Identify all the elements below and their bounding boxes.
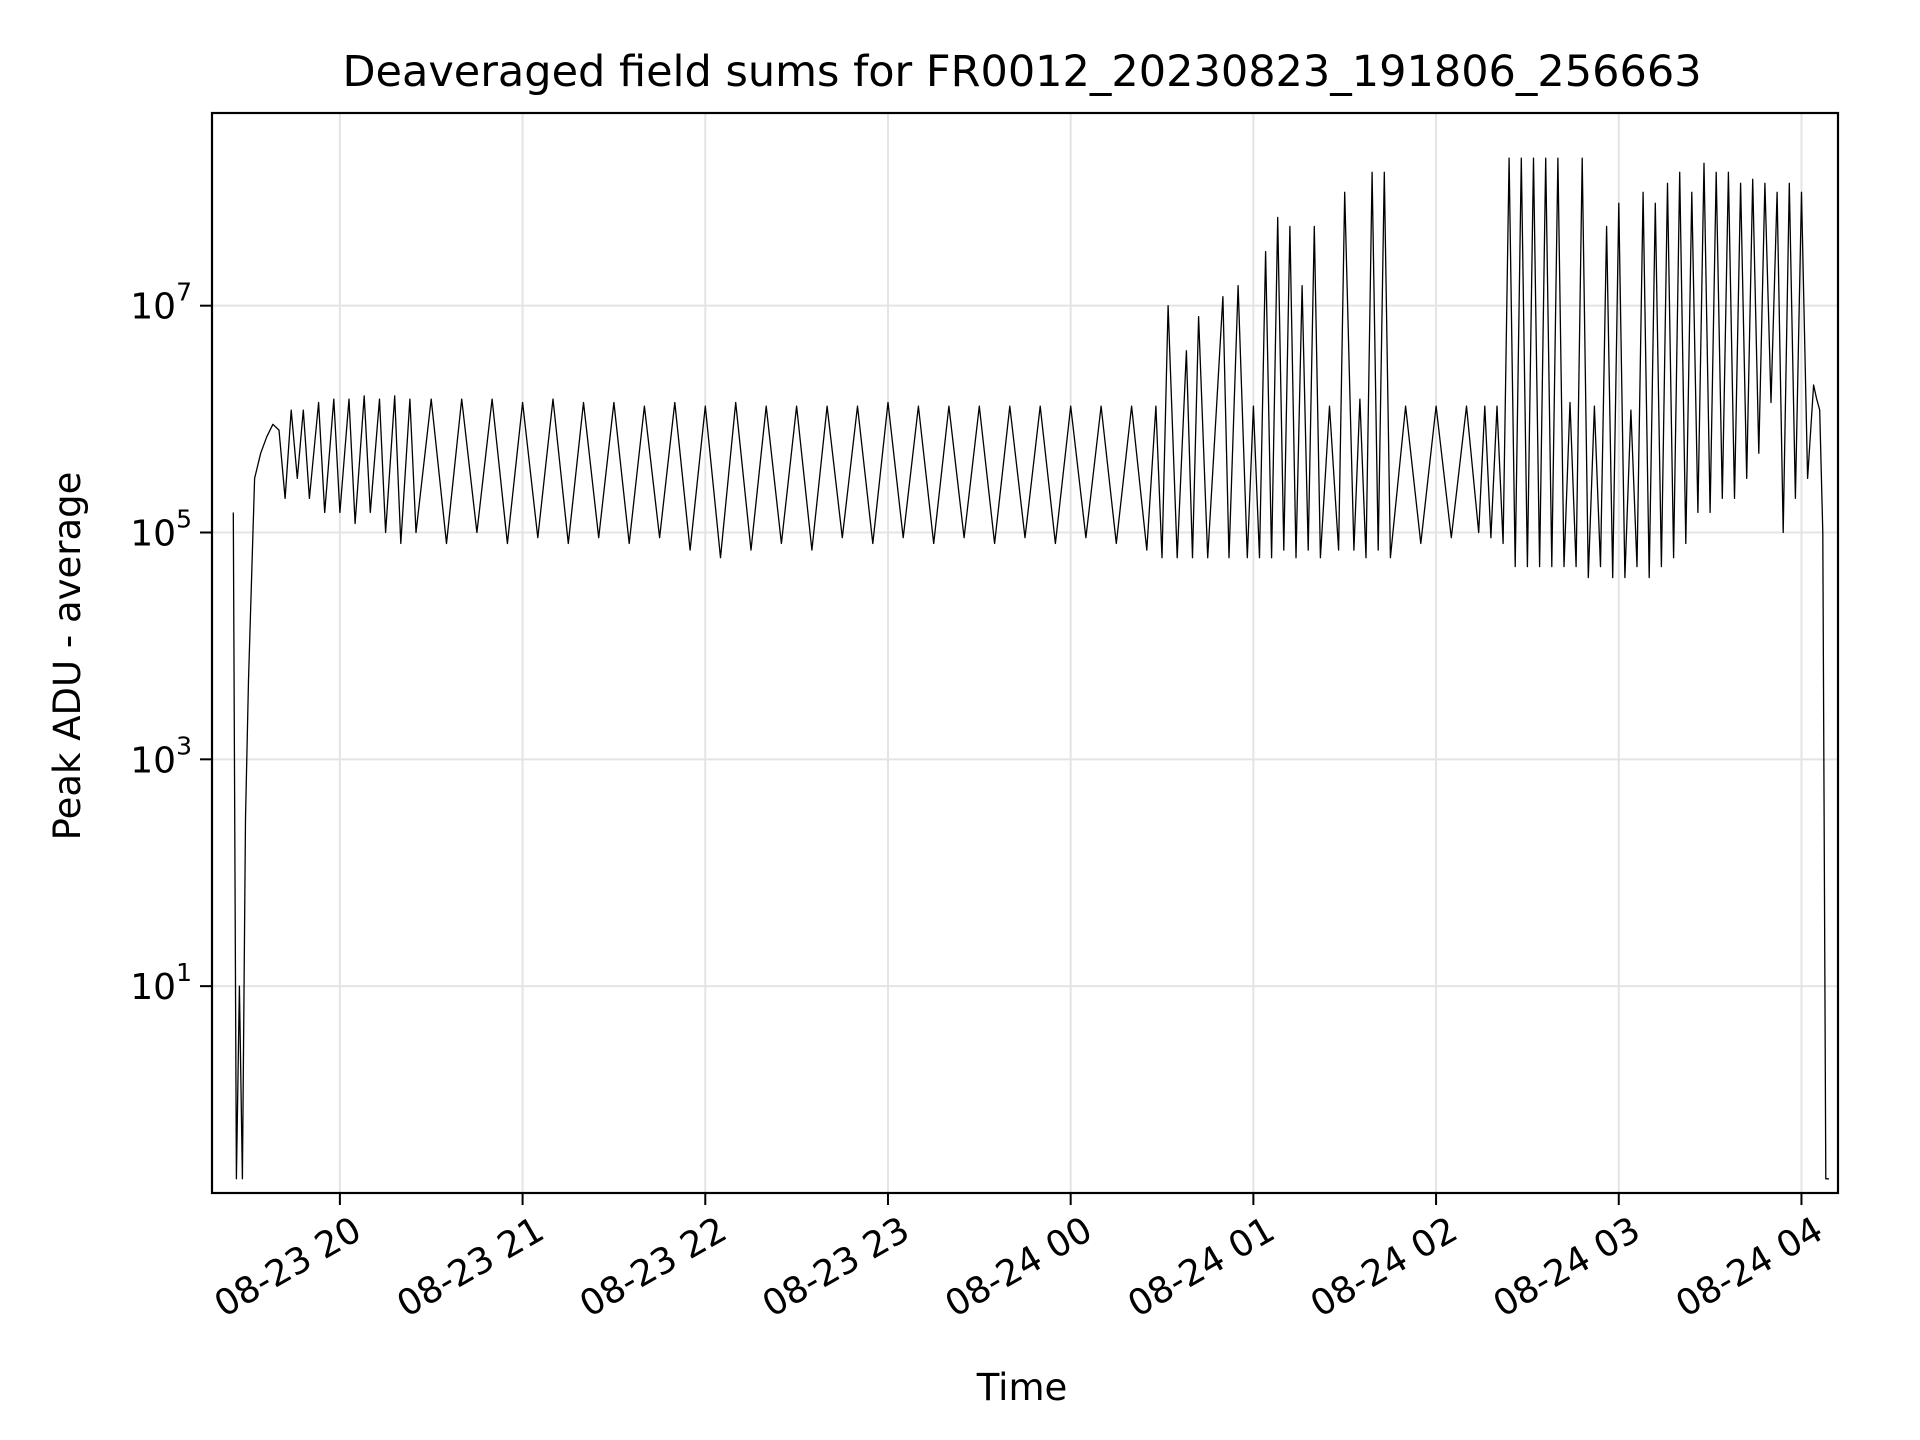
- y-tick-base: 10: [130, 514, 176, 555]
- y-tick-exponent: 1: [176, 958, 192, 987]
- x-tick-label: 08-23 22: [573, 1209, 734, 1325]
- y-tick-exponent: 7: [176, 278, 192, 307]
- y-tick-label: 101: [130, 958, 192, 1008]
- series-line: [232, 157, 1829, 1180]
- chart-title: Deaveraged field sums for FR0012_2023082…: [342, 47, 1701, 97]
- y-tick-base: 10: [130, 740, 176, 781]
- series-layer: [232, 157, 1829, 1180]
- grid: [212, 113, 1838, 1193]
- x-axis-ticks: 08-23 20 08-23 21 08-23 22 08-23 23 08-24 00…: [208, 1193, 1830, 1326]
- x-tick-label: 08-23 21: [390, 1209, 551, 1325]
- y-tick-base: 10: [130, 287, 176, 328]
- x-tick-label: 08-24 02: [1304, 1209, 1465, 1325]
- y-tick-exponent: 5: [176, 505, 192, 534]
- x-tick-label: 08-24 04: [1669, 1209, 1830, 1325]
- x-tick-label: 08-23 20: [208, 1209, 369, 1325]
- x-tick-label: 08-24 00: [938, 1209, 1099, 1325]
- y-tick-label: 107: [130, 278, 192, 328]
- x-tick-label: 08-24 01: [1121, 1209, 1282, 1325]
- plot-frame: [210, 111, 1840, 1195]
- y-tick-base: 10: [130, 967, 176, 1008]
- x-tick-label: 08-24 03: [1487, 1209, 1648, 1325]
- x-tick-label: 08-23 23: [756, 1209, 917, 1325]
- y-tick-exponent: 3: [176, 731, 192, 760]
- y-axis-label: Peak ADU - average: [46, 472, 89, 841]
- y-tick-label: 103: [130, 731, 192, 781]
- y-tick-label: 105: [130, 505, 192, 555]
- x-axis-label: Time: [976, 1366, 1068, 1409]
